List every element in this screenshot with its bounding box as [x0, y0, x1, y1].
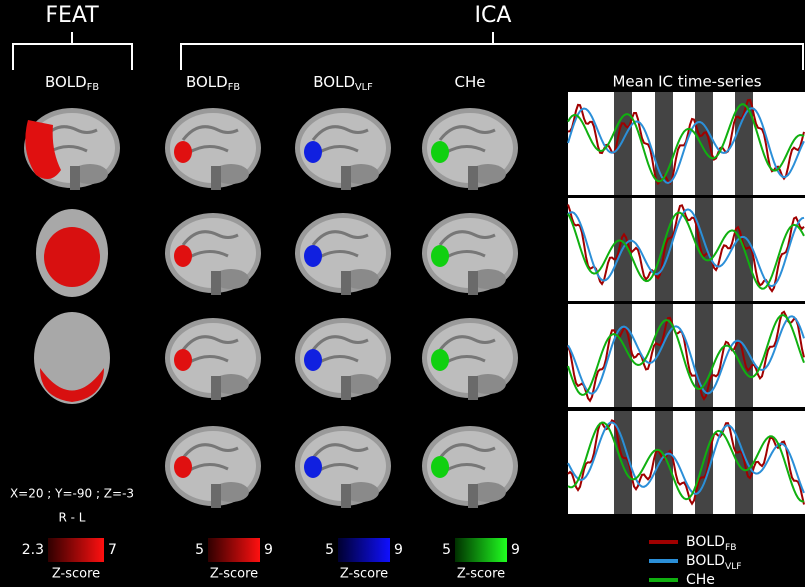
- colorbar-label: Z-score: [340, 567, 388, 582]
- colorbar: [455, 538, 507, 562]
- brainstem: [341, 271, 351, 295]
- colorbar-max: 9: [511, 542, 520, 558]
- brain-axial: [34, 312, 110, 404]
- label-main: BOLD: [313, 73, 355, 91]
- activation: [304, 456, 322, 478]
- label-main: BOLD: [45, 73, 87, 91]
- label-main: BOLD: [686, 553, 725, 569]
- page: FEAT ICA Mean IC time-series X=20 ; Y=-9…: [0, 0, 805, 587]
- activation: [304, 141, 322, 163]
- label-main: CHe: [455, 73, 486, 91]
- activation: [431, 349, 449, 371]
- activation: [174, 349, 192, 371]
- label-sub: FB: [87, 82, 99, 93]
- label-main: CHe: [686, 572, 715, 587]
- colorbar-label: Z-score: [210, 567, 258, 582]
- brainstem: [211, 166, 221, 190]
- activation: [174, 245, 192, 267]
- label-sub: VLF: [355, 82, 373, 93]
- label-main: BOLD: [186, 73, 228, 91]
- brainstem: [468, 166, 478, 190]
- colorbar-label: Z-score: [52, 567, 100, 582]
- brainstem: [341, 166, 351, 190]
- colorbar-label: Z-score: [457, 567, 505, 582]
- colorbar: [48, 538, 104, 562]
- block-shade: [655, 411, 673, 514]
- activation: [304, 349, 322, 371]
- brainstem: [468, 484, 478, 508]
- colorbar: [208, 538, 260, 562]
- brainstem: [211, 376, 221, 400]
- label-sub: FB: [228, 82, 240, 93]
- label-main: BOLD: [686, 534, 725, 550]
- colorbar-min: 5: [195, 542, 204, 558]
- brainstem: [341, 484, 351, 508]
- timeseries-title: Mean IC time-series: [612, 73, 761, 91]
- legend-label: CHe: [686, 572, 715, 587]
- activation: [174, 456, 192, 478]
- feat-header: FEAT: [45, 3, 99, 28]
- label-sub: VLF: [725, 562, 742, 572]
- activation: [174, 141, 192, 163]
- label-sub: FB: [725, 543, 736, 553]
- colorbar: [338, 538, 390, 562]
- brainstem: [468, 271, 478, 295]
- orientation: R - L: [59, 511, 86, 525]
- feat-activation: [44, 227, 100, 287]
- brainstem: [211, 271, 221, 295]
- colorbar-max: 9: [264, 542, 273, 558]
- ica-header: ICA: [475, 3, 512, 28]
- colorbar-min: 5: [325, 542, 334, 558]
- activation: [431, 245, 449, 267]
- brainstem: [468, 376, 478, 400]
- colorbar-min: 5: [442, 542, 451, 558]
- coordinates: X=20 ; Y=-90 ; Z=-3: [10, 487, 134, 501]
- figure: FEAT ICA Mean IC time-series X=20 ; Y=-9…: [0, 0, 805, 587]
- brainstem: [211, 484, 221, 508]
- activation: [431, 456, 449, 478]
- column-label: CHe: [455, 73, 486, 91]
- colorbar-max: 9: [394, 542, 403, 558]
- colorbar-max: 7: [108, 542, 117, 558]
- brainstem: [341, 376, 351, 400]
- activation: [431, 141, 449, 163]
- brainstem: [70, 166, 80, 190]
- activation: [304, 245, 322, 267]
- colorbar-min: 2.3: [22, 542, 44, 558]
